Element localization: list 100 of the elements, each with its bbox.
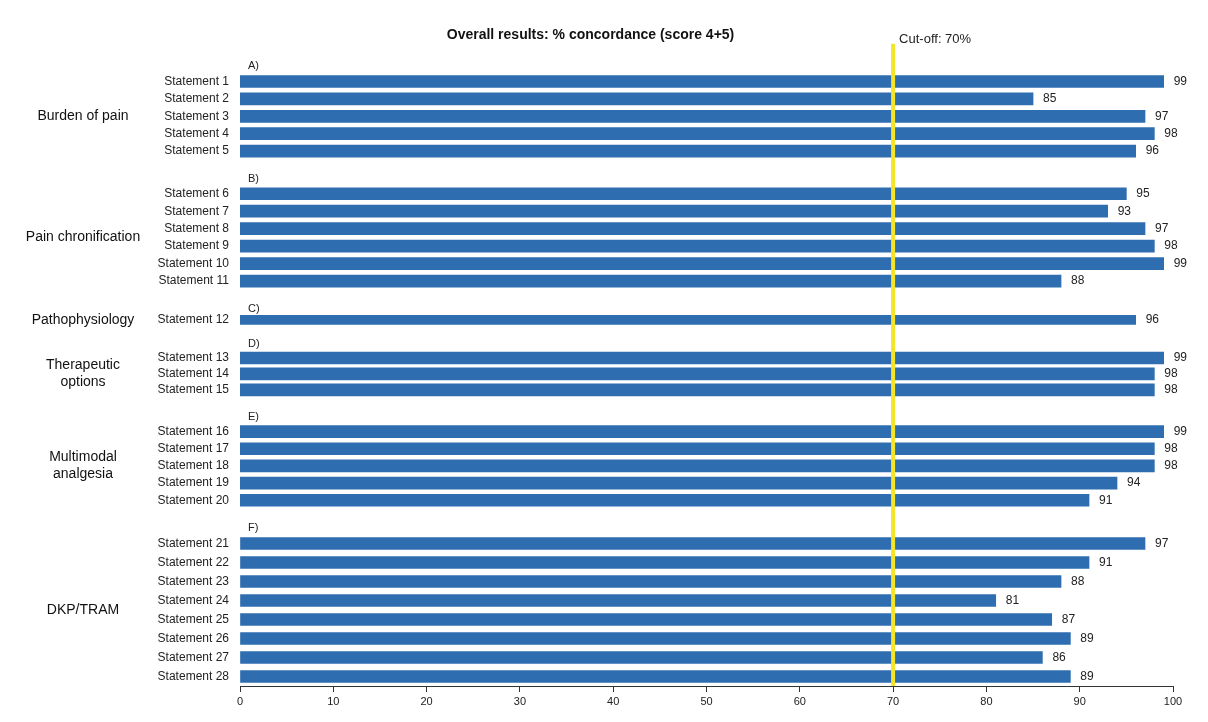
data-label: 87	[1061, 611, 1076, 626]
y-tick-label: Statement 21	[157, 535, 230, 550]
annotation: D)	[248, 336, 260, 349]
y-axis-title: Burden of pain	[37, 107, 129, 124]
x-tick-label: 30	[513, 694, 527, 707]
data-label: 97	[1155, 220, 1169, 235]
data-label: 86	[1052, 649, 1067, 664]
x-tick-label: 0	[236, 694, 244, 707]
y-tick-label: Statement 18	[157, 458, 230, 473]
x-tick-label: 80	[980, 694, 993, 707]
bar	[240, 613, 1053, 626]
y-tick-label: Statement 8	[164, 220, 230, 235]
data-label: 98	[1164, 458, 1179, 473]
annotation: E)	[248, 409, 259, 422]
y-tick-label: Statement 10	[157, 255, 230, 270]
bar	[240, 274, 1062, 288]
bar	[240, 632, 1071, 645]
bar	[240, 222, 1146, 235]
x-tick-label: 90	[1073, 694, 1086, 707]
bar	[240, 127, 1155, 141]
y-tick-label: Statement 13	[157, 350, 230, 365]
y-tick-label: Statement 2	[164, 91, 230, 106]
bar	[240, 239, 1155, 253]
x-tick-label: 70	[886, 694, 900, 707]
y-tick-label: Statement 1	[164, 73, 230, 88]
data-label: 95	[1136, 186, 1151, 201]
data-label: 98	[1164, 441, 1179, 456]
y-axis-title: Pathophysiology	[31, 310, 135, 327]
y-tick-label: Statement 3	[164, 108, 230, 123]
y-tick-label: Statement 11	[158, 273, 230, 288]
y-tick-label: Statement 28	[157, 668, 230, 683]
data-label: 89	[1080, 668, 1095, 683]
y-tick-label: Statement 16	[157, 423, 230, 438]
data-label: 93	[1117, 203, 1132, 218]
annotation: B)	[248, 171, 259, 184]
data-label: 99	[1173, 423, 1188, 438]
bar	[240, 144, 1137, 158]
data-label: 85	[1043, 91, 1057, 106]
data-label: 88	[1071, 573, 1085, 588]
x-tick-label: 50	[700, 694, 713, 707]
y-tick-label: Statement 15	[157, 382, 230, 397]
data-label: 98	[1164, 366, 1179, 381]
y-tick-label: Statement 14	[157, 366, 230, 381]
data-label: 91	[1099, 492, 1113, 507]
x-tick-label: 20	[420, 694, 433, 707]
bar	[240, 92, 1034, 106]
bar	[240, 670, 1071, 683]
x-tick-label: 40	[607, 694, 620, 707]
data-label: 89	[1080, 630, 1095, 645]
data-label: 88	[1071, 273, 1085, 288]
y-tick-label: Statement 4	[164, 126, 230, 141]
data-label: 97	[1155, 108, 1169, 123]
bar	[240, 537, 1146, 550]
annotation: F)	[248, 520, 259, 533]
bar	[240, 187, 1127, 201]
y-axis-title: DKP/TRAM	[46, 600, 120, 617]
y-axis-title: Therapeutic options	[46, 356, 120, 390]
bar	[240, 204, 1109, 218]
data-label: 98	[1164, 126, 1179, 141]
data-label: 96	[1145, 143, 1160, 158]
y-tick-label: Statement 19	[157, 475, 230, 490]
y-axis-title: Pain chronification	[25, 228, 141, 245]
bar	[240, 575, 1062, 588]
bar	[240, 556, 1090, 569]
data-label: 91	[1099, 554, 1113, 569]
bar	[240, 651, 1043, 664]
data-label: 94	[1127, 475, 1141, 490]
data-label: 81	[1005, 592, 1020, 607]
bar	[240, 594, 997, 607]
y-tick-label: Statement 24	[157, 592, 230, 607]
y-tick-label: Statement 20	[157, 492, 230, 507]
chart-title: Overall results: % concordance (score 4+5)	[446, 26, 735, 43]
data-label: 96	[1145, 312, 1160, 327]
data-label: 98	[1164, 382, 1179, 397]
data-label: 99	[1173, 350, 1188, 365]
y-tick-label: Statement 5	[164, 143, 230, 158]
data-label: 99	[1173, 255, 1188, 270]
data-label: 99	[1173, 73, 1188, 88]
y-tick-label: Statement 9	[164, 238, 230, 253]
y-tick-label: Statement 12	[157, 312, 230, 327]
bar	[240, 109, 1146, 123]
x-tick-label: 100	[1163, 694, 1183, 707]
y-tick-label: Statement 6	[164, 186, 230, 201]
y-tick-label: Statement 23	[157, 573, 230, 588]
annotation: C)	[248, 301, 260, 314]
y-tick-label: Statement 26	[157, 630, 230, 645]
x-tick-label: 60	[793, 694, 806, 707]
y-tick-label: Statement 27	[157, 649, 230, 664]
y-axis-title: Multimodal analgesia	[49, 448, 117, 482]
ref-line-label: Cut-off: 70%	[899, 30, 972, 46]
y-tick-label: Statement 7	[164, 203, 230, 218]
y-tick-label: Statement 22	[157, 554, 230, 569]
y-tick-label: Statement 25	[157, 611, 230, 626]
text: A)	[248, 59, 259, 72]
data-label: 98	[1164, 238, 1179, 253]
x-tick-label: 10	[327, 694, 340, 707]
data-label: 97	[1155, 535, 1169, 550]
y-tick-label: Statement 17	[157, 441, 230, 456]
bar	[240, 257, 1164, 270]
bar	[240, 75, 1164, 88]
